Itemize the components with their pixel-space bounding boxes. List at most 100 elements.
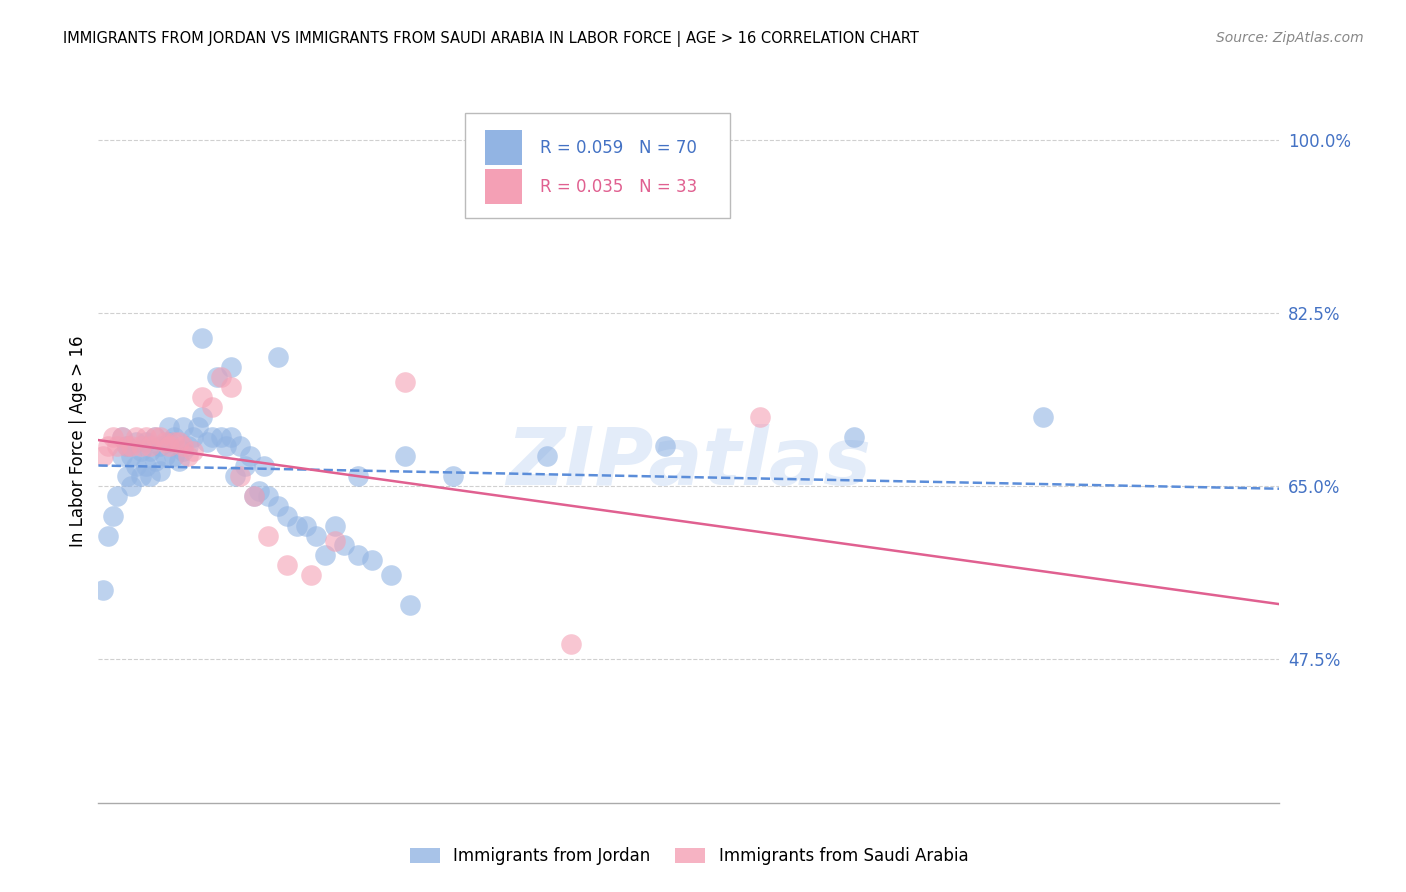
Point <box>323 533 346 548</box>
Point <box>125 429 148 443</box>
Point <box>153 450 176 464</box>
Point <box>177 450 200 464</box>
Point <box>101 508 124 523</box>
FancyBboxPatch shape <box>485 130 523 165</box>
FancyBboxPatch shape <box>464 112 730 218</box>
Point <box>205 370 228 384</box>
Point <box>115 440 138 454</box>
Point <box>181 444 204 458</box>
Point <box>111 450 134 464</box>
Point <box>276 508 298 523</box>
FancyBboxPatch shape <box>485 169 523 204</box>
Point <box>149 464 172 478</box>
Point <box>143 454 166 468</box>
Text: ZIPatlas: ZIPatlas <box>506 425 872 502</box>
Point <box>97 528 120 542</box>
Point <box>172 419 194 434</box>
Point <box>285 518 308 533</box>
Point <box>125 459 148 474</box>
Point <box>380 568 402 582</box>
Point <box>209 429 232 443</box>
Point <box>233 459 256 474</box>
Point <box>536 450 558 464</box>
Point <box>247 483 270 498</box>
Point <box>167 454 190 468</box>
Point <box>347 469 370 483</box>
Point <box>181 429 204 443</box>
Point <box>135 434 157 449</box>
Point <box>91 450 114 464</box>
Point <box>167 434 190 449</box>
Point <box>267 351 290 365</box>
Point <box>125 434 148 449</box>
Point <box>139 440 162 454</box>
Point <box>257 489 280 503</box>
Point <box>111 429 134 443</box>
Point <box>121 450 143 464</box>
Point <box>157 419 180 434</box>
Point <box>172 440 194 454</box>
Point <box>143 429 166 443</box>
Point <box>135 459 157 474</box>
Text: IMMIGRANTS FROM JORDAN VS IMMIGRANTS FROM SAUDI ARABIA IN LABOR FORCE | AGE > 16: IMMIGRANTS FROM JORDAN VS IMMIGRANTS FRO… <box>63 31 920 47</box>
Point <box>163 429 186 443</box>
Point <box>129 440 152 454</box>
Point <box>560 637 582 651</box>
Point <box>229 469 252 483</box>
Point <box>191 390 214 404</box>
Point <box>135 429 157 443</box>
Point <box>129 469 152 483</box>
Point <box>394 450 416 464</box>
Point <box>323 518 346 533</box>
Point <box>219 429 242 443</box>
Point <box>195 434 218 449</box>
Point <box>157 440 180 454</box>
Point <box>253 459 276 474</box>
Point <box>143 429 166 443</box>
Point <box>163 434 186 449</box>
Point <box>121 479 143 493</box>
Point <box>105 489 128 503</box>
Point <box>399 598 422 612</box>
Point <box>299 568 322 582</box>
Point <box>105 440 128 454</box>
Point <box>361 553 384 567</box>
Point <box>347 549 370 563</box>
Point <box>276 558 298 573</box>
Point <box>305 528 328 542</box>
Text: R = 0.059   N = 70: R = 0.059 N = 70 <box>540 138 697 157</box>
Text: Source: ZipAtlas.com: Source: ZipAtlas.com <box>1216 31 1364 45</box>
Point <box>201 400 224 414</box>
Point <box>191 330 214 344</box>
Point <box>191 409 214 424</box>
Point <box>91 582 114 597</box>
Point <box>111 429 134 443</box>
Point <box>121 440 143 454</box>
Point <box>172 444 194 458</box>
Point <box>654 440 676 454</box>
Point <box>224 469 246 483</box>
Point <box>139 444 162 458</box>
Point <box>239 450 262 464</box>
Point <box>101 429 124 443</box>
Point <box>153 434 176 449</box>
Point <box>229 440 252 454</box>
Point <box>115 469 138 483</box>
Point <box>129 444 152 458</box>
Y-axis label: In Labor Force | Age > 16: In Labor Force | Age > 16 <box>69 335 87 548</box>
Point <box>97 440 120 454</box>
Point <box>219 360 242 375</box>
Point <box>157 434 180 449</box>
Point <box>215 440 238 454</box>
Point <box>243 489 266 503</box>
Point <box>149 440 172 454</box>
Legend: Immigrants from Jordan, Immigrants from Saudi Arabia: Immigrants from Jordan, Immigrants from … <box>404 840 974 871</box>
Point <box>748 409 770 424</box>
Point <box>219 380 242 394</box>
Point <box>267 499 290 513</box>
Point <box>187 419 209 434</box>
Point <box>295 518 318 533</box>
Point <box>115 440 138 454</box>
Point <box>1032 409 1054 424</box>
Point <box>844 429 866 443</box>
